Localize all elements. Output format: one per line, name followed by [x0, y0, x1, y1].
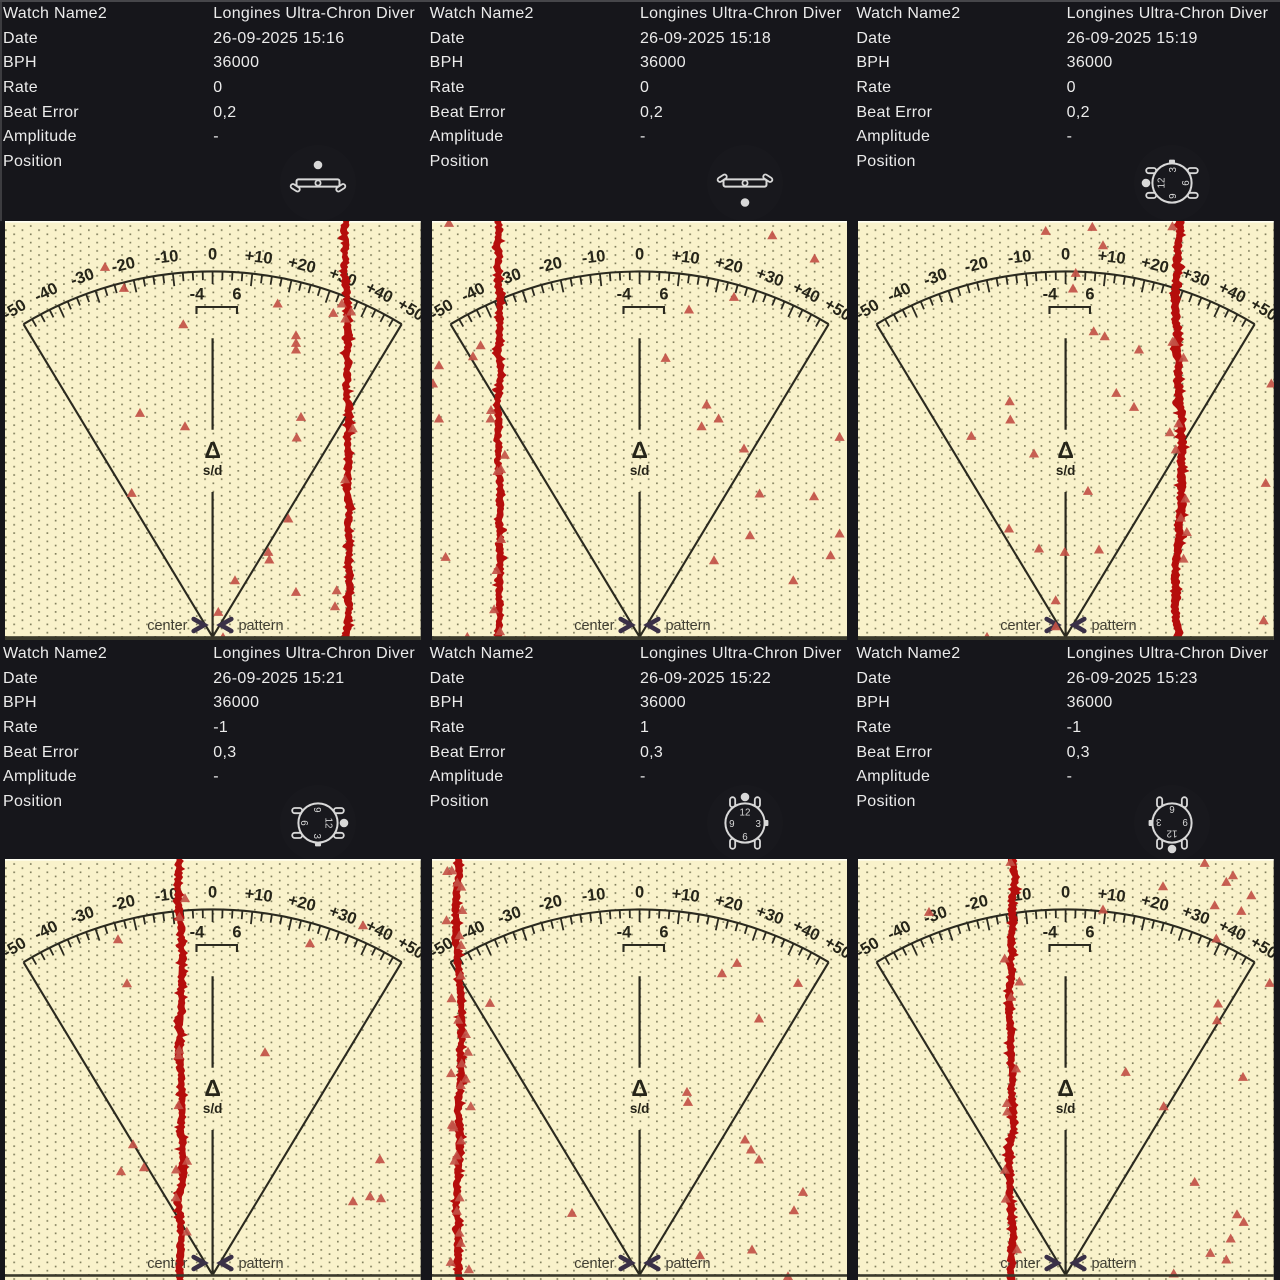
svg-text:0: 0 [1061, 884, 1070, 902]
svg-text:12: 12 [740, 808, 751, 819]
svg-text:-10: -10 [1007, 247, 1033, 268]
svg-text:s/d: s/d [1056, 1101, 1075, 1116]
svg-text:-20: -20 [110, 254, 137, 277]
svg-text:+10: +10 [1097, 247, 1127, 268]
svg-text:s/d: s/d [1056, 463, 1075, 478]
svg-text:12: 12 [1166, 828, 1177, 839]
svg-text:9: 9 [1167, 193, 1178, 198]
svg-text:s/d: s/d [203, 1101, 222, 1116]
svg-text:+10: +10 [244, 885, 274, 906]
svg-text:pattern: pattern [665, 618, 710, 634]
svg-text:center: center [1001, 1256, 1041, 1272]
svg-text:6: 6 [1181, 180, 1192, 186]
svg-text:Δ: Δ [204, 437, 221, 463]
svg-text:0: 0 [208, 246, 217, 264]
svg-text:Δ: Δ [1058, 437, 1075, 463]
svg-text:0: 0 [635, 246, 644, 264]
svg-text:Δ: Δ [1058, 1075, 1075, 1101]
svg-text:-4: -4 [1043, 924, 1058, 942]
svg-text:s/d: s/d [630, 1101, 649, 1116]
svg-text:6: 6 [1086, 286, 1095, 304]
svg-text:+10: +10 [244, 247, 274, 268]
svg-text:6: 6 [1168, 803, 1174, 814]
svg-text:+10: +10 [670, 885, 700, 906]
svg-text:0: 0 [635, 884, 644, 902]
svg-text:Δ: Δ [631, 437, 648, 463]
svg-text:+10: +10 [670, 247, 700, 268]
svg-text:6: 6 [232, 286, 241, 304]
svg-text:6: 6 [659, 924, 668, 942]
svg-text:pattern: pattern [1092, 618, 1137, 634]
svg-text:pattern: pattern [238, 618, 283, 634]
svg-text:3: 3 [1167, 167, 1178, 173]
svg-text:-20: -20 [536, 254, 563, 277]
svg-text:6: 6 [659, 286, 668, 304]
svg-text:pattern: pattern [1092, 1256, 1137, 1272]
svg-text:12: 12 [1156, 178, 1167, 189]
svg-text:-4: -4 [190, 924, 205, 942]
svg-text:+10: +10 [1097, 885, 1127, 906]
svg-text:6: 6 [742, 832, 748, 843]
svg-text:-20: -20 [536, 892, 563, 915]
svg-text:center: center [147, 618, 187, 634]
svg-text:3: 3 [311, 833, 322, 839]
svg-text:pattern: pattern [665, 1256, 710, 1272]
svg-text:-4: -4 [190, 286, 205, 304]
svg-text:0: 0 [1061, 246, 1070, 264]
svg-text:6: 6 [298, 820, 309, 826]
svg-text:-10: -10 [154, 247, 180, 268]
svg-text:center: center [574, 1256, 614, 1272]
svg-text:3: 3 [755, 819, 761, 830]
svg-text:s/d: s/d [630, 463, 649, 478]
svg-text:9: 9 [311, 807, 322, 812]
svg-text:Δ: Δ [631, 1075, 648, 1101]
svg-text:s/d: s/d [203, 463, 222, 478]
svg-text:Δ: Δ [204, 1075, 221, 1101]
svg-text:9: 9 [729, 819, 734, 830]
svg-text:6: 6 [232, 924, 241, 942]
svg-text:-10: -10 [580, 247, 606, 268]
svg-text:-20: -20 [963, 892, 990, 915]
svg-text:3: 3 [1155, 816, 1161, 827]
svg-text:9: 9 [1182, 816, 1187, 827]
svg-text:12: 12 [323, 818, 334, 829]
svg-text:-20: -20 [110, 892, 137, 915]
svg-text:0: 0 [208, 884, 217, 902]
svg-text:center: center [1001, 618, 1041, 634]
svg-text:center: center [574, 618, 614, 634]
svg-text:-4: -4 [616, 286, 631, 304]
svg-text:-4: -4 [1043, 286, 1058, 304]
svg-text:6: 6 [1086, 924, 1095, 942]
svg-text:-4: -4 [616, 924, 631, 942]
svg-text:-20: -20 [963, 254, 990, 277]
svg-text:-10: -10 [580, 885, 606, 906]
svg-text:pattern: pattern [238, 1256, 283, 1272]
